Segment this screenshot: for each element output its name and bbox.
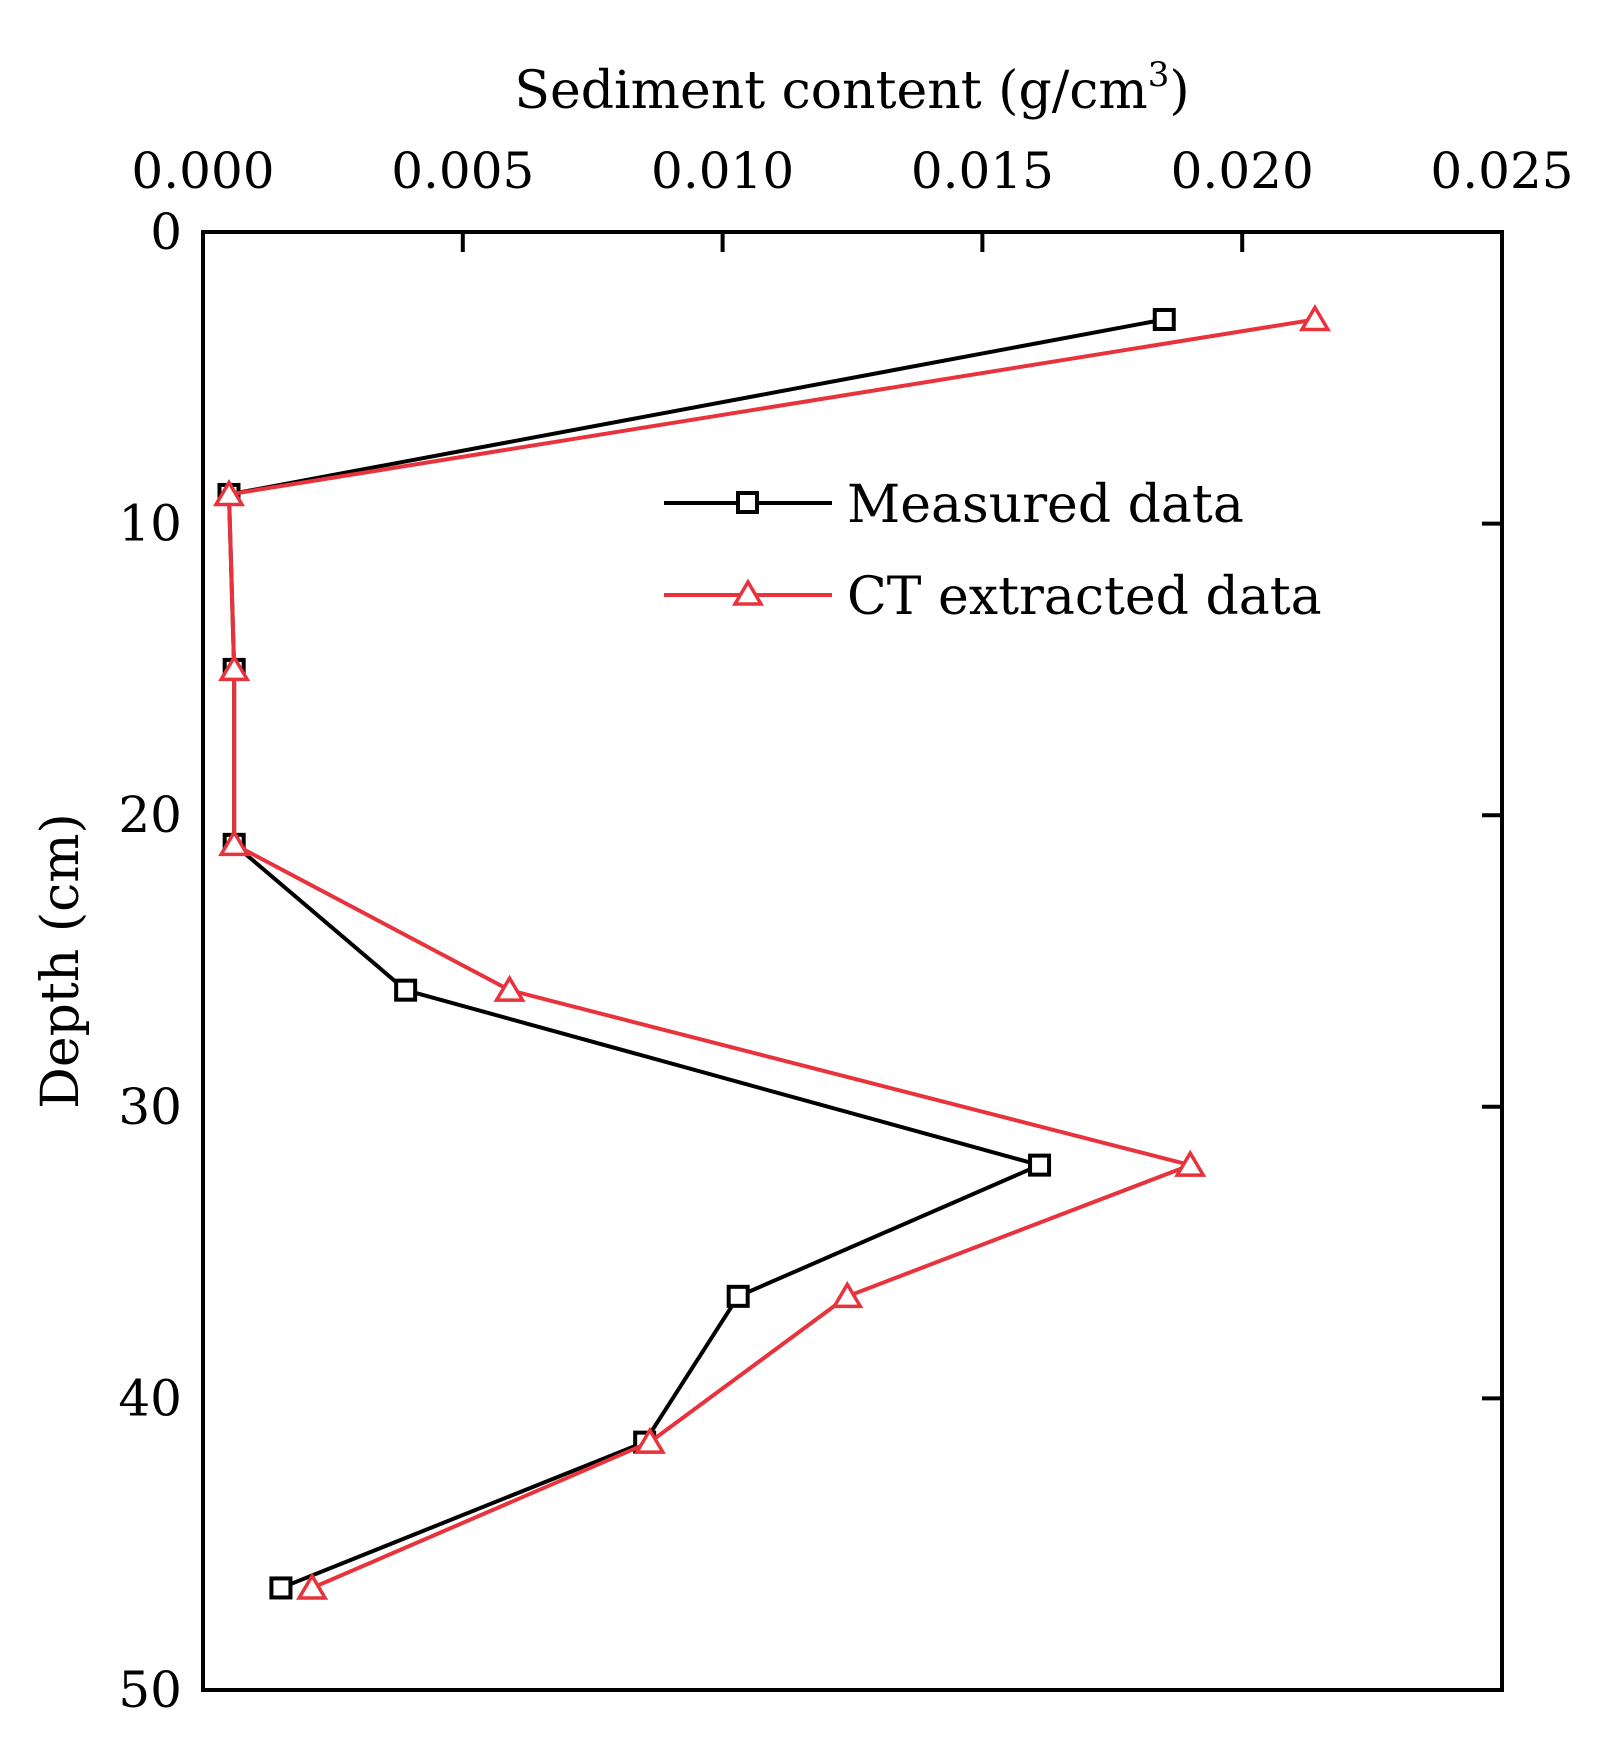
plot-frame: [201, 230, 1504, 1692]
data-point-ct: [493, 974, 526, 1002]
y-axis-title: Depth (cm): [31, 813, 91, 1109]
legend-label-measured: Measured data: [847, 475, 1244, 535]
data-point-ct: [1174, 1149, 1207, 1177]
x-axis-title-superscript: 3: [1148, 55, 1170, 95]
y-tick-label: 50: [118, 1661, 182, 1719]
data-point-ct: [1298, 304, 1332, 332]
data-point-measured: [726, 1284, 750, 1308]
data-point-measured: [1152, 307, 1176, 331]
legend-label-ct: CT extracted data: [847, 567, 1322, 627]
axis-ticks: 0.000 0.005 0.010 0.015 0.020 0.025 0 10 20 30 40 5…: [118, 142, 1573, 1719]
legend: Measured data CT extracted data: [664, 475, 1322, 627]
x-tick-label: 0.005: [391, 142, 534, 200]
x-tick-label: 0.000: [131, 142, 274, 200]
x-tick-label: 0.015: [911, 142, 1054, 200]
y-tick-label: 10: [118, 495, 182, 553]
y-tick-label: 0: [150, 203, 182, 261]
y-tick-label: 20: [118, 786, 182, 844]
series-layer: [212, 304, 1332, 1600]
y-tick-label: 30: [118, 1078, 182, 1136]
x-axis-title: Sediment content (g/cm3): [514, 55, 1189, 121]
x-tick-label: 0.010: [651, 142, 794, 200]
data-point-ct: [831, 1280, 864, 1309]
data-point-ct: [296, 1572, 329, 1600]
x-axis-title-tail: ): [1169, 61, 1189, 121]
data-point-measured: [1028, 1153, 1052, 1177]
legend-marker-triangle-icon: [731, 578, 765, 606]
x-tick-label: 0.025: [1430, 142, 1573, 200]
data-point-ct: [218, 653, 251, 682]
data-point-ct: [218, 828, 251, 857]
data-point-ct: [633, 1426, 666, 1454]
x-tick-label: 0.020: [1171, 142, 1314, 200]
y-tick-label: 40: [118, 1369, 182, 1427]
data-point-measured: [269, 1576, 293, 1600]
legend-marker-square-icon: [736, 491, 759, 514]
data-point-measured: [394, 978, 418, 1002]
data-point-ct: [212, 479, 246, 507]
